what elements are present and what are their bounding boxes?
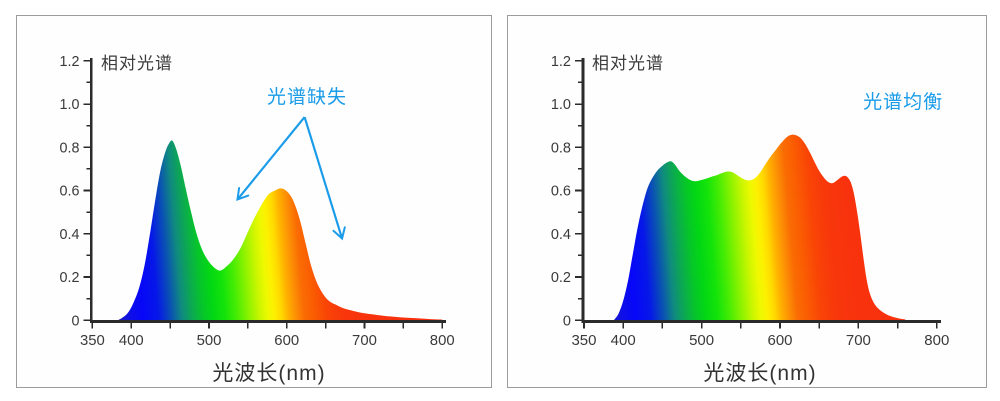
y-tick-label: 0.4	[551, 227, 571, 243]
x-tick-label: 700	[352, 333, 377, 349]
y-tick-label: 1.2	[551, 54, 571, 70]
spectrum-panel-led-missing: 350 400 500 600 700 800 0 0.2 0.4 0.6 0.8 1.0 1.2 相对…	[16, 15, 492, 388]
y-tick-label: 1.0	[551, 97, 571, 113]
x-tick-label: 800	[430, 333, 455, 349]
spectrum-chart-missing: 350 400 500 600 700 800 0 0.2 0.4 0.6 0.8 1.0 1.2	[59, 54, 455, 349]
x-tick-label: 400	[611, 332, 636, 349]
y-tick-label: 1.2	[59, 54, 79, 70]
x-tick-label: 500	[689, 332, 714, 349]
chart-title: 相对光谱	[592, 54, 664, 73]
spectrum-area	[613, 134, 906, 321]
y-tick-label: 0.4	[59, 227, 79, 243]
x-tick-label: 600	[767, 332, 792, 349]
spectrum-chart-balanced: 350 400 500 600 700 800 0 0.2 0.4 0.6 0.8 1.0 1.2	[551, 54, 949, 349]
x-tick-label: 500	[197, 333, 222, 349]
annotation-spectrum-balanced: 光谱均衡	[863, 91, 944, 113]
y-tick-label: 0.2	[59, 270, 79, 286]
y-tick-label: 1.0	[59, 97, 79, 113]
x-tick-label: 400	[119, 333, 144, 349]
y-tick-label: 0.8	[59, 140, 79, 156]
x-tick-label: 350	[80, 333, 105, 349]
y-tick-label: 0.2	[551, 270, 571, 286]
x-tick-label: 350	[571, 332, 596, 349]
y-tick-label: 0	[71, 313, 79, 329]
y-tick-label: 0.8	[551, 140, 571, 156]
annotation-arrow	[303, 116, 346, 241]
x-tick-label: 600	[274, 333, 299, 349]
annotation-spectrum-missing: 光谱缺失	[267, 87, 348, 109]
spectrum-panel-balanced: 350 400 500 600 700 800 0 0.2 0.4 0.6 0.8 1.0 1.2 相对…	[507, 15, 987, 388]
x-axis-label: 光波长(nm)	[703, 362, 817, 385]
y-tick-label: 0	[563, 313, 571, 329]
annotation-arrow	[236, 116, 306, 202]
spectrum-area	[118, 140, 443, 321]
x-axis-label: 光波长(nm)	[212, 362, 326, 385]
x-tick-label: 700	[846, 332, 871, 349]
chart-title: 相对光谱	[101, 54, 173, 73]
y-tick-label: 0.6	[59, 184, 79, 200]
x-tick-label: 800	[924, 332, 949, 349]
y-tick-label: 0.6	[551, 184, 571, 200]
